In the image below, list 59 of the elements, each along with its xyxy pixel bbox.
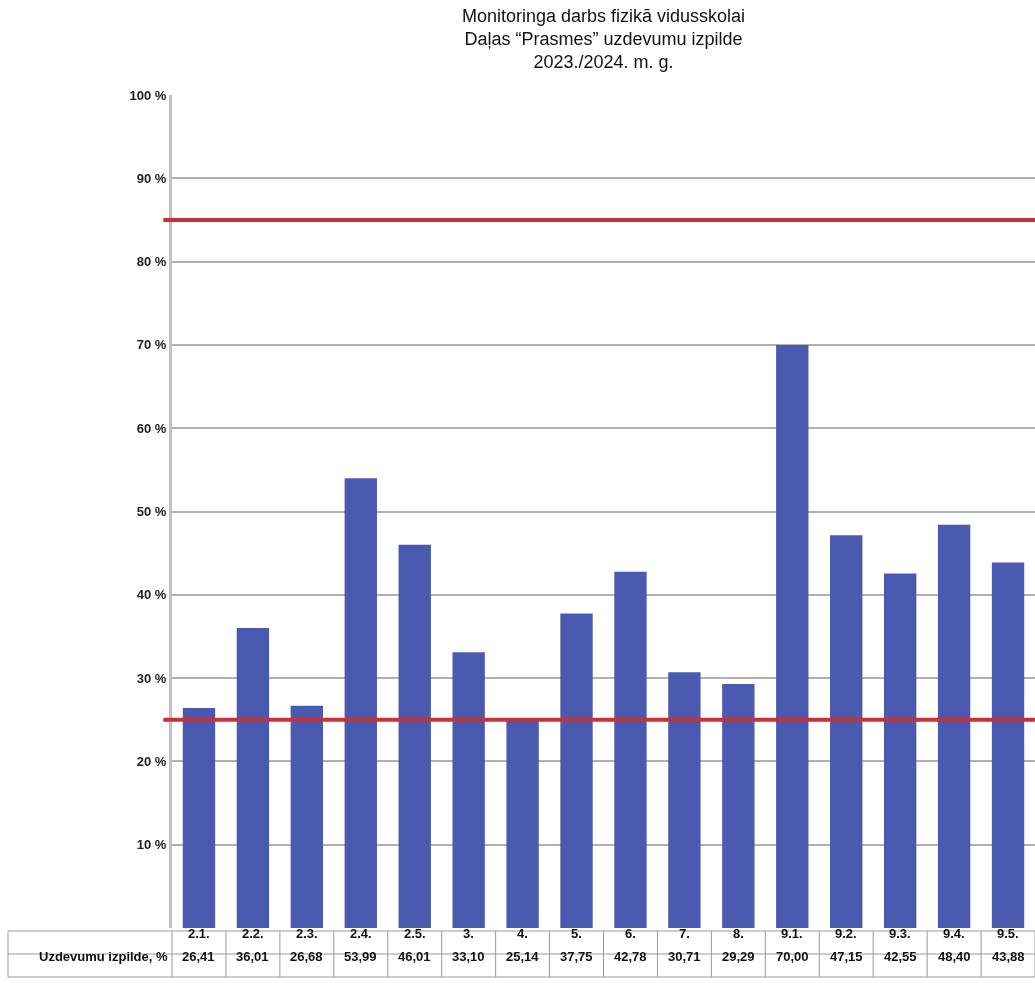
data-label: 42,55 [884,949,917,964]
y-tick-label: 10 % [136,837,167,853]
bar [344,478,377,928]
x-tick-label: 2.2. [242,926,264,941]
bar [668,672,701,928]
x-tick-label: 9.4. [943,926,965,941]
chart-title: Monitoringa darbs fizikā vidusskolai Daļas “Prasmes” uzdevumu izpilde 2023./2024. m. g. [461,5,746,73]
y-tick-label: 40 % [136,587,167,603]
x-tick-label: 7. [679,926,690,941]
bar [398,544,431,928]
y-tick-label: 60 % [136,420,167,436]
y-tick-label: 90 % [136,170,167,186]
y-tick-label: 70 % [136,337,167,353]
x-tick-label: 4. [517,926,528,941]
bar [991,562,1025,928]
x-tick-label: 2.1. [188,926,210,941]
x-tick-label: 2.5. [404,926,426,941]
data-label: 48,40 [938,949,971,964]
bar [560,613,593,928]
y-tick-label: 30 % [136,670,167,686]
bar [290,705,324,928]
data-label: 42,78 [614,949,647,964]
data-label: 33,10 [452,949,485,964]
y-tick-label: 20 % [136,753,167,769]
bar [182,708,216,928]
data-label: 47,15 [830,949,863,964]
data-label: 29,29 [722,949,755,964]
bar [722,684,755,928]
x-tick-label: 5. [571,926,582,941]
x-tick-label: 2.3. [296,926,318,941]
x-tick-label: 9.1. [781,926,803,941]
data-label: 43,88 [992,949,1025,964]
data-label: 36,01 [236,949,269,964]
x-tick-label: 3. [463,926,474,941]
data-label: 30,71 [668,949,701,964]
bar [776,344,809,928]
y-tick-label: 80 % [136,254,167,270]
data-label: 53,99 [344,949,377,964]
x-tick-label: 9.2. [835,926,857,941]
bar [236,628,270,928]
data-label: 46,01 [398,949,431,964]
x-tick-label: 9.3. [889,926,911,941]
x-tick-label: 2.4. [350,926,372,941]
data-label: 37,75 [560,949,593,964]
bar [883,573,917,928]
bar [830,535,863,928]
y-tick-label: 50 % [136,504,167,520]
bar [614,571,647,928]
series-label: Uzdevumu izpilde, % [39,949,169,964]
y-tick-label: 100 % [129,87,167,103]
x-tick-label: 6. [625,926,636,941]
data-label: 26,68 [290,949,323,964]
bar [937,524,971,928]
x-tick-label: 8. [733,926,744,941]
data-label: 26,41 [182,949,215,964]
data-label: 25,14 [506,949,540,964]
data-label: 70,00 [776,949,809,964]
bar [452,652,485,928]
x-tick-label: 9.5. [997,926,1019,941]
